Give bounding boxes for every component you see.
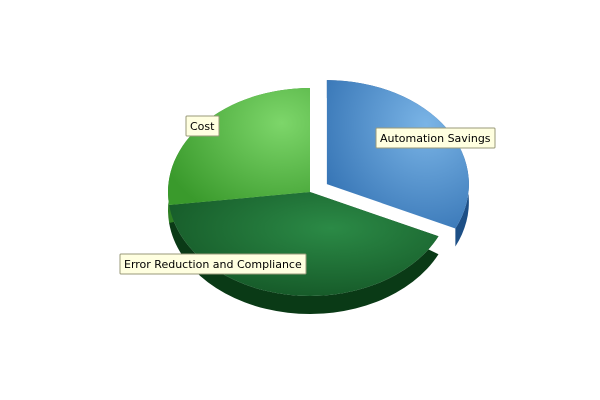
pie-labels: Automation Savings Error Reduction and Co… [119,115,496,275]
slice-label-box [185,115,220,137]
slice-label-cost: Cost [185,115,220,137]
slice-label-text: Error Reduction and Compliance [124,258,302,271]
slice-label-text: Automation Savings [380,132,491,145]
slice-label-box [119,253,307,275]
pie-slice-cost[interactable] [167,88,310,206]
pie-side-error-reduction-and-compliance [169,192,439,315]
slice-label-automation-savings: Automation Savings [375,127,496,149]
slice-label-text: Cost [190,120,215,133]
slice-label-error-reduction-and-compliance: Error Reduction and Compliance [119,253,307,275]
pie-slice-automation-savings[interactable] [326,80,469,229]
slice-label-box [375,127,496,149]
